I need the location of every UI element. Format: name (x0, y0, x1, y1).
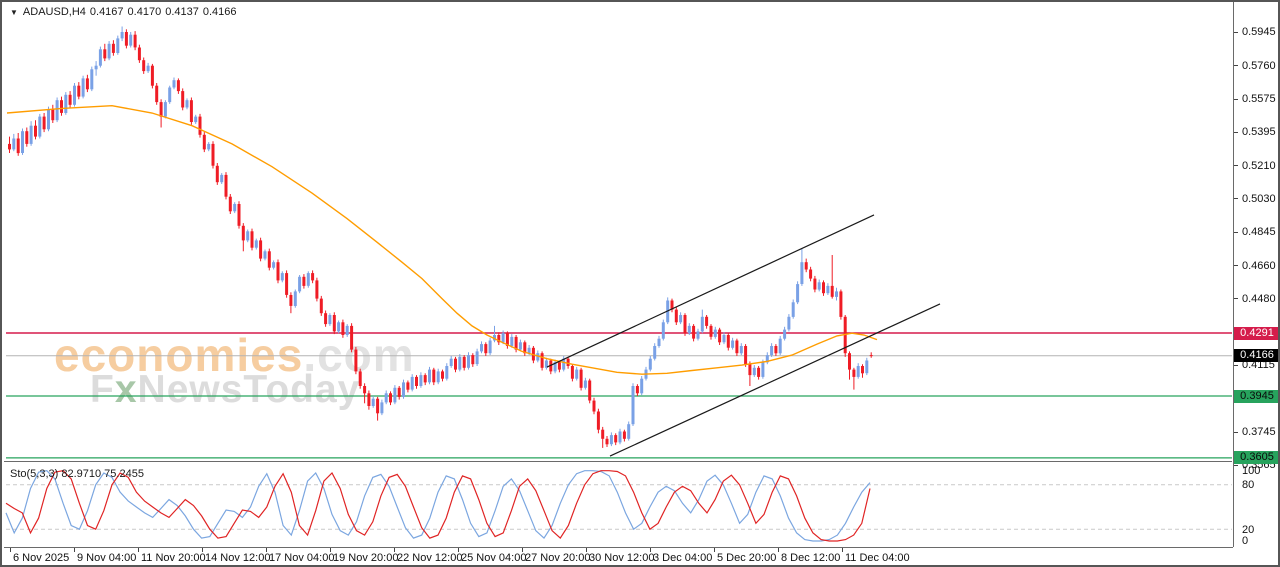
price-badge-current-price: 0.4166 (1234, 349, 1278, 363)
time-tick-mark (522, 548, 523, 552)
time-tick-mark (586, 548, 587, 552)
price-badge-support-1: 0.3945 (1234, 389, 1278, 403)
price-tick-label: 0.3745 (1242, 426, 1276, 439)
stochastic-panel[interactable] (4, 465, 1232, 547)
price-chart-panel[interactable] (4, 2, 1232, 461)
price-tick-mark (1234, 198, 1238, 200)
time-axis[interactable]: 6 Nov 2025 9 Nov 04:00 11 Nov 20:00 14 Nov … (4, 548, 1278, 565)
price-tick-mark (1234, 364, 1238, 366)
time-tick-label: 5 Dec 20:00 (717, 552, 777, 564)
price-badge-support-2: 0.3605 (1234, 451, 1278, 465)
price-tick-mark (1234, 31, 1238, 33)
price-tick-label: 0.5395 (1242, 126, 1276, 139)
time-tick-mark (138, 548, 139, 552)
time-tick-label: 3 Dec 04:00 (653, 552, 713, 564)
time-tick-mark (266, 548, 267, 552)
quote-close: 0.4166 (202, 6, 237, 18)
time-tick-label: 14 Nov 12:00 (205, 552, 271, 564)
price-tick-label: 0.4480 (1242, 292, 1276, 305)
time-tick-label: 19 Nov 20:00 (333, 552, 399, 564)
price-tick-label: 0.5760 (1242, 59, 1276, 72)
price-tick-mark (1234, 265, 1238, 267)
price-tick-mark (1234, 165, 1238, 167)
stochastic-indicator-label: Sto(5,3,3) 82.9710 75.2455 (10, 468, 144, 480)
symbol-dropdown-icon[interactable]: ▼ (10, 8, 18, 17)
stoch-scale-label: 0 (1242, 534, 1249, 547)
time-tick-label: 27 Nov 20:00 (525, 552, 591, 564)
price-tick-mark (1234, 231, 1238, 233)
price-tick-label: 0.4845 (1242, 226, 1276, 239)
stoch-scale-label: 100 (1242, 464, 1261, 477)
time-tick-label: 25 Nov 04:00 (461, 552, 527, 564)
price-axis[interactable]: 0.5945 0.5760 0.5575 0.5395 0.5210 0.5030 0.48… (1234, 2, 1278, 547)
price-tick-label: 0.5210 (1242, 159, 1276, 172)
time-tick-mark (714, 548, 715, 552)
price-badge-resistance: 0.4291 (1234, 326, 1278, 340)
price-tick-mark (1234, 131, 1238, 133)
time-tick-label: 17 Nov 04:00 (269, 552, 335, 564)
time-tick-mark (330, 548, 331, 552)
time-tick-mark (458, 548, 459, 552)
quote-open: 0.4167 (89, 6, 124, 18)
price-axis-border (1233, 2, 1234, 547)
time-tick-mark (650, 548, 651, 552)
stoch-scale-label: 80 (1242, 479, 1255, 492)
time-tick-label: 6 Nov 2025 (13, 552, 70, 564)
stoch-bottom-border (4, 547, 1233, 548)
price-tick-label: 0.5575 (1242, 93, 1276, 106)
price-tick-label: 0.4660 (1242, 259, 1276, 272)
time-tick-mark (394, 548, 395, 552)
price-tick-mark (1234, 98, 1238, 100)
time-tick-label: 22 Nov 12:00 (397, 552, 463, 564)
price-tick-mark (1234, 464, 1238, 466)
quote-low: 0.4137 (165, 6, 199, 18)
time-tick-label: 11 Nov 20:00 (141, 552, 206, 564)
price-tick-mark (1234, 65, 1238, 67)
time-tick-label: 11 Dec 04:00 (845, 552, 910, 564)
price-tick-mark (1234, 431, 1238, 433)
price-tick-label: 0.5030 (1242, 192, 1276, 205)
time-tick-label: 9 Nov 04:00 (77, 552, 137, 564)
time-tick-mark (74, 548, 75, 552)
time-tick-mark (202, 548, 203, 552)
time-tick-label: 8 Dec 12:00 (781, 552, 841, 564)
time-tick-label: 30 Nov 12:00 (589, 552, 655, 564)
time-tick-mark (778, 548, 779, 552)
symbol-info: ▼ ADAUSD,H4 0.4167 0.4170 0.4137 0.4166 (10, 6, 241, 18)
price-tick-mark (1234, 298, 1238, 300)
symbol-name: ADAUSD,H4 (22, 6, 86, 18)
quote-high: 0.4170 (127, 6, 162, 18)
price-tick-label: 0.5945 (1242, 26, 1276, 38)
stoch-scale-label: 20 (1242, 523, 1255, 536)
time-tick-mark (10, 548, 11, 552)
time-tick-mark (842, 548, 843, 552)
